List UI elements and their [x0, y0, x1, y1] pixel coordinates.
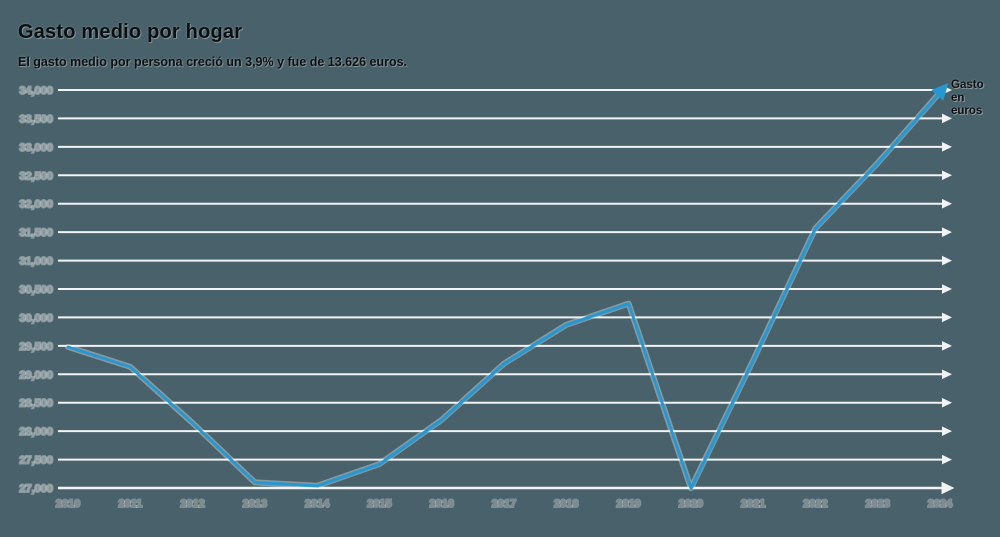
x-axis-label: 2015	[367, 498, 391, 510]
chart-subtitle: El gasto medio por persona creció un 3,9…	[18, 55, 408, 69]
x-axis-labels: 2010 2011 2012 2013 2014 2015 2016 2017 2018 2019…	[55, 497, 954, 511]
x-axis-label: 2023	[865, 498, 889, 510]
x-axis-label: 2014	[305, 498, 330, 510]
x-axis-label: 2024	[928, 498, 953, 510]
x-axis-label: 2017	[492, 498, 516, 510]
unit-annotation-label: Gasto en euros	[951, 79, 984, 117]
y-axis-label: 32,000	[19, 199, 53, 211]
y-axis-label: 29,000	[19, 369, 53, 381]
x-axis-label: 2018	[554, 498, 578, 510]
y-axis-label: 30,500	[19, 284, 53, 296]
data-line-stroke	[68, 92, 942, 490]
x-axis-label: 2011	[118, 498, 142, 510]
y-axis-labels: 27,000 27,500 28,000 28,500 29,000 29,500 30,0…	[18, 84, 54, 496]
y-axis-label: 33,500	[19, 113, 53, 125]
x-axis-label: 2016	[429, 498, 453, 510]
x-axis-label: 2022	[803, 498, 827, 510]
y-axis-label: 31,500	[19, 227, 53, 239]
gridlines	[58, 85, 955, 495]
x-axis-label: 2021	[741, 498, 765, 510]
y-axis-label: 27,500	[19, 455, 53, 467]
data-line	[65, 82, 949, 492]
y-axis-label: 27,000	[19, 483, 53, 495]
x-axis-label: 2010	[56, 498, 80, 510]
x-axis-label: 2012	[180, 498, 204, 510]
y-axis-label: 28,000	[19, 426, 53, 438]
y-axis-label: 29,500	[19, 341, 53, 353]
x-axis-label: 2013	[243, 498, 267, 510]
y-axis-label: 34,000	[19, 85, 53, 97]
x-axis-label: 2020	[679, 498, 703, 510]
y-axis-label: 28,500	[19, 398, 53, 410]
y-axis-label: 33,000	[19, 142, 53, 154]
y-axis-label: 32,500	[19, 170, 53, 182]
chart-title: Gasto medio por hogar	[18, 21, 243, 43]
y-axis-label: 31,000	[19, 256, 53, 268]
x-axis-label: 2019	[616, 498, 640, 510]
y-axis-label: 30,000	[19, 312, 53, 324]
